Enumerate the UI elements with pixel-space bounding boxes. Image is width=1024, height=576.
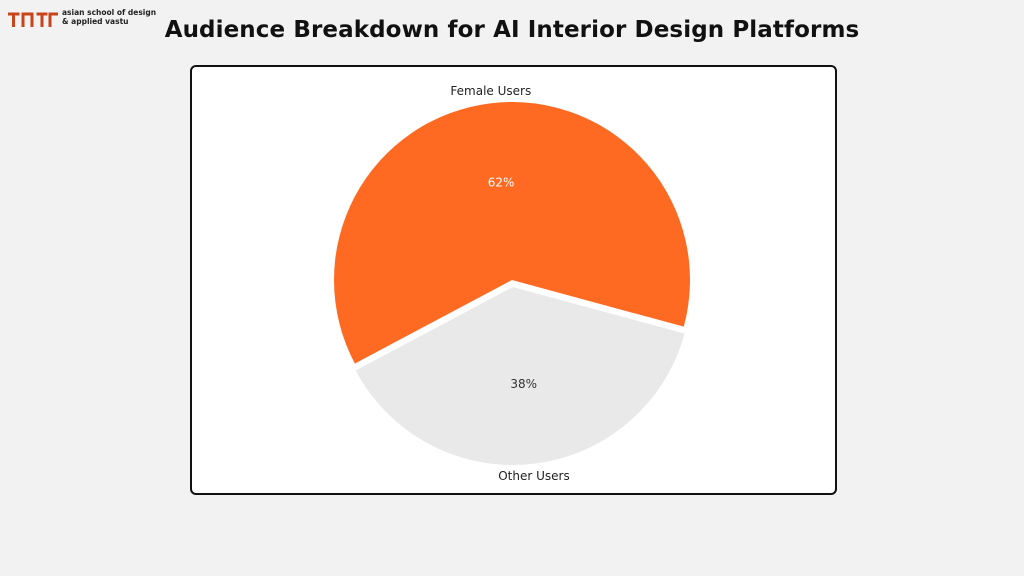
pie-value-label: 38% (510, 377, 537, 391)
pie-category-label: Other Users (498, 469, 569, 483)
pie-category-label: Female Users (450, 84, 531, 98)
chart-frame: 62% Female Users 38% Other Users (190, 65, 837, 495)
pie-chart: 62% Female Users 38% Other Users (334, 84, 690, 483)
pie-slice-female-users (334, 102, 690, 364)
chart-title: Audience Breakdown for AI Interior Desig… (164, 17, 860, 43)
pie-slice-other-users (355, 286, 685, 465)
brand-logo: asian school of design & applied vastu (8, 8, 156, 27)
brand-name: asian school of design & applied vastu (62, 8, 156, 26)
pie-value-label: 62% (488, 176, 515, 190)
brand-line-2: & applied vastu (62, 17, 129, 26)
asd-logo-icon (8, 12, 58, 27)
brand-line-1: asian school of design (62, 8, 157, 17)
